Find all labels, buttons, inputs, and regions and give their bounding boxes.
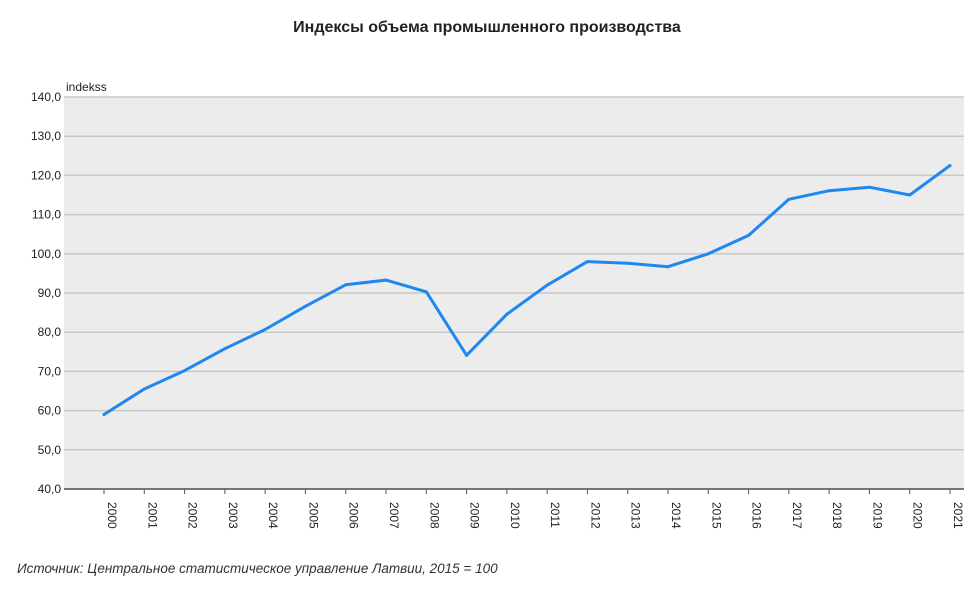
y-tick-label: 140,0 [31,90,61,104]
data-point [142,387,146,391]
x-tick-label: 2003 [226,502,240,529]
x-tick-label: 2004 [266,502,280,529]
data-point [505,312,509,316]
x-tick-label: 2010 [508,502,522,529]
y-tick-label: 120,0 [31,168,61,182]
x-tick-label: 2007 [387,502,401,529]
x-tick-label: 2013 [629,502,643,529]
y-tick-label: 70,0 [38,364,62,378]
data-point [867,185,871,189]
data-point [666,265,670,269]
x-tick-label: 2021 [951,502,965,529]
data-point [948,164,952,168]
x-tick-label: 2009 [468,502,482,529]
x-tick-label: 2012 [588,502,602,529]
y-tick-label: 90,0 [38,286,62,300]
y-tick-label: 50,0 [38,443,62,457]
y-tick-label: 60,0 [38,404,62,418]
data-point [223,347,227,351]
x-tick-label: 2019 [870,502,884,529]
x-axis-ticks: 2000 2001 2002 2003 2004 2005 2006 2007 2008 2009… [103,489,965,529]
data-point [102,413,106,417]
x-tick-label: 2008 [427,502,441,529]
data-point [424,290,428,294]
data-point [183,369,187,373]
x-tick-label: 2000 [105,502,119,529]
y-tick-label: 110,0 [32,208,61,222]
series-line [102,164,952,416]
data-point [545,283,549,287]
data-point [827,189,831,193]
data-point [344,283,348,287]
y-tick-label: 80,0 [38,325,62,339]
x-tick-label: 2018 [830,502,844,529]
data-point [747,233,751,237]
x-tick-label: 2016 [750,502,764,529]
x-tick-label: 2014 [669,502,683,529]
x-tick-label: 2017 [790,502,804,529]
x-tick-label: 2015 [709,502,723,529]
data-point [303,304,307,308]
data-point [465,353,469,357]
data-point [908,193,912,197]
source-note: Источник: Центральное статистическое упр… [17,561,498,576]
x-tick-label: 2001 [145,502,159,529]
y-axis-unit-label: indekss [66,80,107,94]
data-point [263,327,267,331]
x-tick-label: 2005 [306,502,320,529]
y-tick-label: 100,0 [31,247,61,261]
data-point [626,261,630,265]
x-tick-label: 2006 [347,502,361,529]
x-tick-label: 2011 [548,502,562,528]
y-tick-label: 40,0 [38,482,62,496]
chart-title: Индексы объема промышленного производств… [293,19,681,36]
data-point [787,197,791,201]
x-tick-label: 2002 [186,502,200,529]
data-point [585,260,589,264]
data-point [384,278,388,282]
x-tick-label: 2020 [911,502,925,529]
y-axis-ticks: 40,0 50,0 60,0 70,0 80,0 90,0 100,0 110,0 120,0 1… [31,90,61,496]
data-point [706,252,710,256]
y-tick-label: 130,0 [31,129,61,143]
